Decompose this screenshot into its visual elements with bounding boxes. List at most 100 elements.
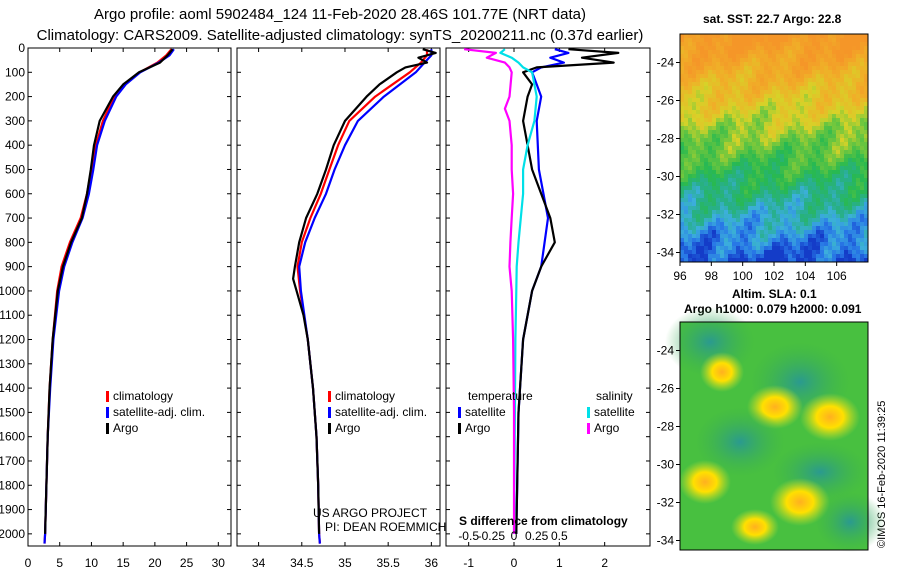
sst-cell xyxy=(828,86,833,91)
sst-cell xyxy=(796,66,801,71)
sst-cell xyxy=(816,158,821,163)
sst-cell xyxy=(804,90,809,95)
sst-cell xyxy=(840,186,845,191)
sst-cell xyxy=(736,46,741,51)
sst-cell xyxy=(740,126,745,131)
sst-cell xyxy=(820,114,825,119)
sst-cell xyxy=(808,42,813,47)
sst-cell xyxy=(764,86,769,91)
sst-cell xyxy=(828,234,833,239)
sst-cell xyxy=(800,214,805,219)
sst-cell xyxy=(828,238,833,243)
sst-cell xyxy=(792,218,797,223)
sst-cell xyxy=(760,78,765,83)
sst-cell xyxy=(796,38,801,43)
sst-cell xyxy=(844,114,849,119)
sst-cell xyxy=(704,194,709,199)
sst-cell xyxy=(748,214,753,219)
sst-cell xyxy=(728,250,733,255)
sst-cell xyxy=(748,258,753,263)
sst-cell xyxy=(752,102,757,107)
sst-cell xyxy=(704,114,709,119)
sst-cell xyxy=(852,162,857,167)
sst-cell xyxy=(840,46,845,51)
sst-cell xyxy=(704,198,709,203)
sst-cell xyxy=(800,226,805,231)
depth-tick-label: 1900 xyxy=(0,503,25,517)
sst-cell xyxy=(752,178,757,183)
sst-cell xyxy=(840,42,845,47)
sst-cell xyxy=(716,62,721,67)
sst-cell xyxy=(780,62,785,67)
sst-map-x-tick-label: 100 xyxy=(733,269,753,283)
sst-cell xyxy=(780,70,785,75)
sst-cell xyxy=(736,138,741,143)
sst-cell xyxy=(852,166,857,171)
sst-cell xyxy=(716,190,721,195)
sst-cell xyxy=(772,138,777,143)
sst-cell xyxy=(852,130,857,135)
sst-cell xyxy=(728,162,733,167)
sst-cell xyxy=(788,54,793,59)
sst-cell xyxy=(720,214,725,219)
sst-cell xyxy=(824,78,829,83)
sst-cell xyxy=(852,190,857,195)
sst-cell xyxy=(792,66,797,71)
sst-cell xyxy=(732,234,737,239)
sst-cell xyxy=(804,38,809,43)
sst-cell xyxy=(712,122,717,127)
sst-cell xyxy=(776,250,781,255)
sst-cell xyxy=(836,242,841,247)
sst-cell xyxy=(716,238,721,243)
temperature-profile-x-tick-label: 10 xyxy=(85,556,99,570)
sst-cell xyxy=(836,58,841,63)
sst-cell xyxy=(820,50,825,55)
sst-cell xyxy=(708,114,713,119)
sst-cell xyxy=(696,50,701,55)
sst-cell xyxy=(748,122,753,127)
sst-cell xyxy=(768,34,773,39)
sst-cell xyxy=(864,214,869,219)
sst-cell xyxy=(812,246,817,251)
sst-cell xyxy=(748,42,753,47)
sst-cell xyxy=(760,38,765,43)
sst-cell xyxy=(840,94,845,99)
sst-cell xyxy=(724,206,729,211)
sst-cell xyxy=(812,178,817,183)
sst-cell xyxy=(704,118,709,123)
sst-cell xyxy=(812,218,817,223)
salinity-profile-x-tick-label: 34.5 xyxy=(290,556,314,570)
sst-cell xyxy=(752,62,757,67)
sst-cell xyxy=(684,70,689,75)
sst-cell xyxy=(776,82,781,87)
sst-cell xyxy=(740,214,745,219)
sst-cell xyxy=(736,210,741,215)
sst-cell xyxy=(788,50,793,55)
sst-cell xyxy=(688,226,693,231)
sst-cell xyxy=(704,94,709,99)
sst-cell xyxy=(780,138,785,143)
sst-cell xyxy=(856,74,861,79)
sst-cell xyxy=(804,198,809,203)
sst-cell xyxy=(748,138,753,143)
sst-cell xyxy=(764,118,769,123)
sst-cell xyxy=(720,178,725,183)
sst-cell xyxy=(832,222,837,227)
sst-cell xyxy=(772,166,777,171)
sst-cell xyxy=(740,66,745,71)
sst-cell xyxy=(724,254,729,259)
sst-cell xyxy=(864,42,869,47)
sst-cell xyxy=(832,186,837,191)
sst-cell xyxy=(768,242,773,247)
sst-cell xyxy=(836,154,841,159)
sst-cell xyxy=(840,154,845,159)
sst-cell xyxy=(752,58,757,63)
sst-cell xyxy=(820,166,825,171)
sst-cell xyxy=(708,130,713,135)
sst-cell xyxy=(840,250,845,255)
sst-cell xyxy=(744,242,749,247)
sst-cell xyxy=(680,158,685,163)
sst-cell xyxy=(760,90,765,95)
sst-cell xyxy=(724,98,729,103)
sst-cell xyxy=(700,158,705,163)
